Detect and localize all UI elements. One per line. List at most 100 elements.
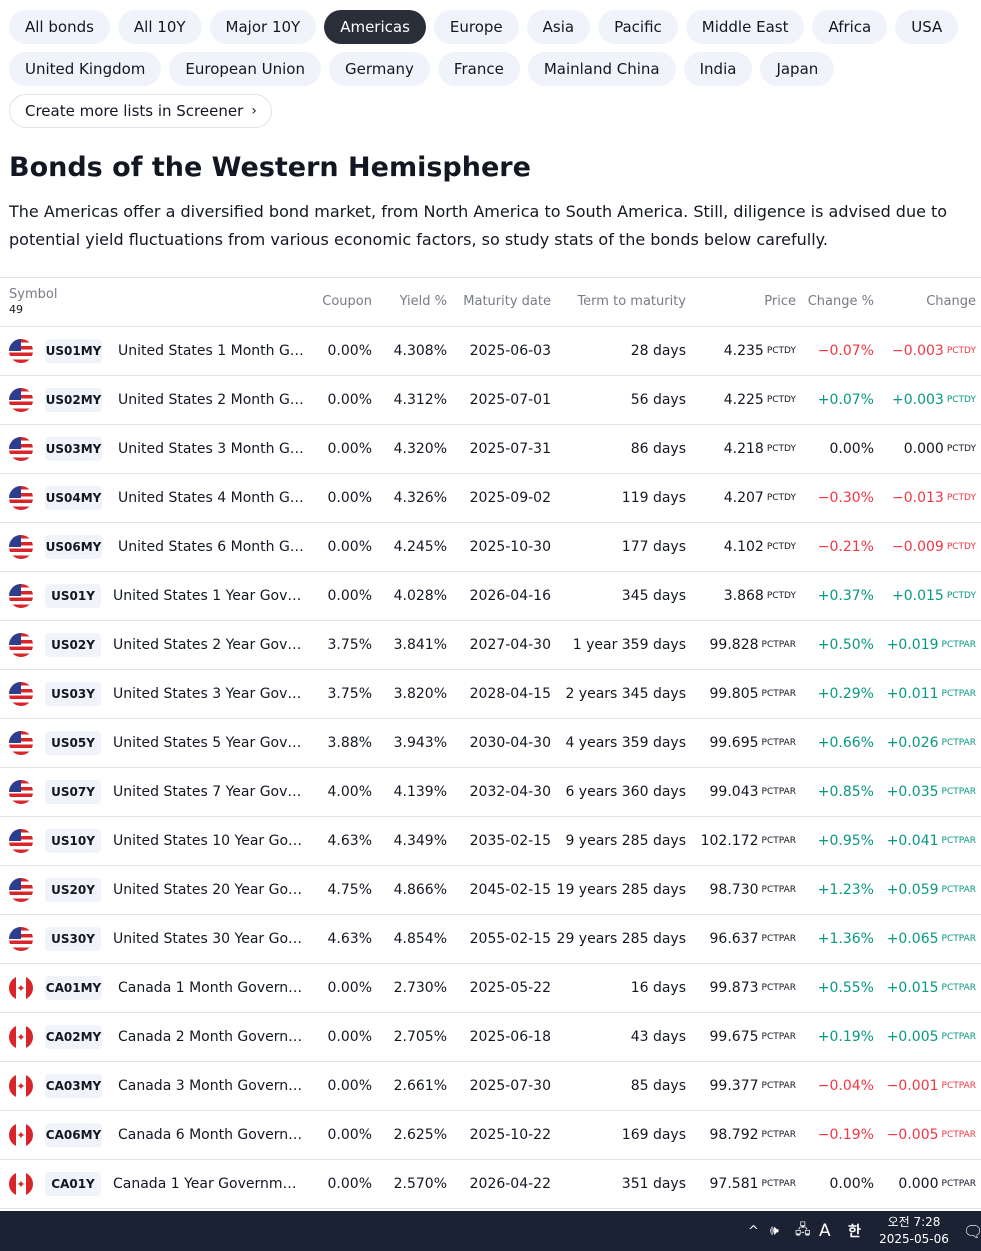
change-value: +0.005 bbox=[886, 1029, 939, 1045]
ime-mode-label[interactable]: A bbox=[819, 1221, 831, 1241]
ticker-badge[interactable]: US04MY bbox=[45, 486, 102, 510]
table-row[interactable]: CA01MY Canada 1 Month Governmen... 0.00% 2.… bbox=[0, 964, 981, 1013]
bond-name[interactable]: United States 1 Month Gove... bbox=[118, 343, 308, 359]
tab-france[interactable]: France bbox=[437, 52, 520, 86]
table-row[interactable]: CA02MY Canada 2 Month Governmen... 0.00% 2.… bbox=[0, 1013, 981, 1062]
tab-european-union[interactable]: European Union bbox=[169, 52, 321, 86]
tab-pacific[interactable]: Pacific bbox=[598, 10, 678, 44]
bond-name[interactable]: United States 3 Month Gove... bbox=[118, 441, 308, 457]
ticker-badge[interactable]: CA02MY bbox=[45, 1025, 102, 1049]
table-row[interactable]: US10Y United States 10 Year Gover... 4.63%… bbox=[0, 817, 981, 866]
table-row[interactable]: CA01Y Canada 1 Year Government ... 0.00% 2.… bbox=[0, 1160, 981, 1209]
coupon-cell: 0.00% bbox=[327, 588, 372, 604]
ticker-badge[interactable]: US10Y bbox=[45, 829, 101, 853]
ticker-badge[interactable]: US02MY bbox=[45, 388, 102, 412]
ticker-badge[interactable]: US01MY bbox=[45, 339, 102, 363]
tab-germany[interactable]: Germany bbox=[328, 52, 430, 86]
table-row[interactable]: US03Y United States 3 Year Govern... 3.75%… bbox=[0, 670, 981, 719]
column-header-maturity[interactable]: Maturity date bbox=[463, 294, 551, 309]
column-header-symbol[interactable]: Symbol 49 bbox=[9, 287, 57, 316]
ticker-badge[interactable]: US03Y bbox=[45, 682, 101, 706]
price-value: 99.805 bbox=[709, 686, 759, 702]
ticker-badge[interactable]: US06MY bbox=[45, 535, 102, 559]
table-row[interactable]: US03MY United States 3 Month Gove... 0.00%… bbox=[0, 425, 981, 474]
column-header-change[interactable]: Change bbox=[926, 294, 976, 309]
bond-name[interactable]: United States 1 Year Govern... bbox=[113, 588, 303, 604]
ticker-badge[interactable]: US05Y bbox=[45, 731, 101, 755]
ticker-badge[interactable]: US07Y bbox=[45, 780, 101, 804]
table-row[interactable]: US02Y United States 2 Year Govern... 3.75%… bbox=[0, 621, 981, 670]
network-icon[interactable]: 🖧 bbox=[795, 1222, 811, 1238]
bond-name[interactable]: Canada 1 Month Governmen... bbox=[118, 980, 308, 996]
tab-americas[interactable]: Americas bbox=[324, 10, 426, 44]
windows-taskbar: ^ 🕪 🖧 A 한 오전 7:28 2025-05-06 🗨 bbox=[0, 1211, 981, 1251]
tab-all-10y[interactable]: All 10Y bbox=[117, 10, 202, 44]
ticker-badge[interactable]: US03MY bbox=[45, 437, 102, 461]
bond-name[interactable]: United States 10 Year Gover... bbox=[113, 833, 303, 849]
table-row[interactable]: US06MY United States 6 Month Gove... 0.00%… bbox=[0, 523, 981, 572]
change-unit: PCTDY bbox=[946, 346, 976, 356]
taskbar-clock[interactable]: 오전 7:28 2025-05-06 bbox=[876, 1214, 952, 1248]
tab-middle-east[interactable]: Middle East bbox=[685, 10, 805, 44]
change-value: −0.005 bbox=[886, 1127, 939, 1143]
bond-name[interactable]: United States 2 Year Govern... bbox=[113, 637, 303, 653]
table-row[interactable]: US20Y United States 20 Year Gover... 4.75%… bbox=[0, 866, 981, 915]
table-row[interactable]: US30Y United States 30 Year Gover... 4.63%… bbox=[0, 915, 981, 964]
bond-name[interactable]: Canada 6 Month Governmen... bbox=[118, 1127, 308, 1143]
ticker-badge[interactable]: US01Y bbox=[45, 584, 101, 608]
table-row[interactable]: CA06MY Canada 6 Month Governmen... 0.00% 2.… bbox=[0, 1111, 981, 1160]
table-row[interactable]: US02MY United States 2 Month Gove... 0.00%… bbox=[0, 376, 981, 425]
table-row[interactable]: US07Y United States 7 Year Govern... 4.00%… bbox=[0, 768, 981, 817]
ticker-badge[interactable]: US30Y bbox=[45, 927, 101, 951]
column-header-change-pct[interactable]: Change % bbox=[807, 294, 874, 309]
ticker-badge[interactable]: US02Y bbox=[45, 633, 101, 657]
tab-major-10y[interactable]: Major 10Y bbox=[209, 10, 317, 44]
bond-name[interactable]: United States 6 Month Gove... bbox=[118, 539, 308, 555]
tab-all-bonds[interactable]: All bonds bbox=[9, 10, 110, 44]
tab-united-kingdom[interactable]: United Kingdom bbox=[9, 52, 162, 86]
tab-asia[interactable]: Asia bbox=[526, 10, 591, 44]
chevron-up-icon[interactable]: ^ bbox=[748, 1223, 759, 1239]
bond-name[interactable]: United States 7 Year Govern... bbox=[113, 784, 303, 800]
notification-icon[interactable]: 🗨 bbox=[963, 1221, 981, 1241]
bond-name[interactable]: United States 30 Year Gover... bbox=[113, 931, 303, 947]
price-value: 99.377 bbox=[709, 1078, 759, 1094]
screener-link-button[interactable]: Create more lists in Screener › bbox=[9, 94, 272, 128]
tab-europe[interactable]: Europe bbox=[433, 10, 519, 44]
price-cell: 4.235 PCTDY bbox=[690, 327, 796, 375]
column-header-price[interactable]: Price bbox=[764, 294, 796, 309]
ticker-badge[interactable]: CA01Y bbox=[45, 1172, 101, 1196]
tab-japan[interactable]: Japan bbox=[760, 52, 835, 86]
ime-korean-label[interactable]: 한 bbox=[848, 1224, 861, 1240]
table-row[interactable]: US01Y United States 1 Year Govern... 0.00%… bbox=[0, 572, 981, 621]
bond-name-cell: United States 3 Month Gove... bbox=[118, 425, 308, 473]
us-flag-icon bbox=[9, 437, 33, 461]
bond-name[interactable]: United States 20 Year Gover... bbox=[113, 882, 303, 898]
table-row[interactable]: CA03MY Canada 3 Month Governmen... 0.00% 2.… bbox=[0, 1062, 981, 1111]
table-row[interactable]: US05Y United States 5 Year Govern... 3.88%… bbox=[0, 719, 981, 768]
table-row[interactable]: US04MY United States 4 Month Gove... 0.00%… bbox=[0, 474, 981, 523]
column-header-term[interactable]: Term to maturity bbox=[577, 294, 686, 309]
column-header-coupon[interactable]: Coupon bbox=[322, 294, 372, 309]
bond-name[interactable]: United States 4 Month Gove... bbox=[118, 490, 308, 506]
ticker-badge[interactable]: CA03MY bbox=[45, 1074, 102, 1098]
table-row[interactable]: US01MY United States 1 Month Gove... 0.00%… bbox=[0, 327, 981, 376]
ticker-badge[interactable]: CA01MY bbox=[45, 976, 102, 1000]
flag-cell bbox=[9, 964, 33, 1012]
ticker-badge[interactable]: US20Y bbox=[45, 878, 101, 902]
volume-icon[interactable]: 🕪 bbox=[770, 1223, 779, 1239]
change-value: +0.059 bbox=[886, 882, 939, 898]
column-header-yield[interactable]: Yield % bbox=[399, 294, 447, 309]
bond-name[interactable]: United States 3 Year Govern... bbox=[113, 686, 303, 702]
bond-name[interactable]: Canada 2 Month Governmen... bbox=[118, 1029, 308, 1045]
ticker-badge[interactable]: CA06MY bbox=[45, 1123, 102, 1147]
bond-name[interactable]: Canada 3 Month Governmen... bbox=[118, 1078, 308, 1094]
coupon-cell: 3.75% bbox=[327, 686, 372, 702]
tab-india[interactable]: India bbox=[683, 52, 753, 86]
tab-mainland-china[interactable]: Mainland China bbox=[527, 52, 676, 86]
tab-africa[interactable]: Africa bbox=[812, 10, 888, 44]
tab-usa[interactable]: USA bbox=[895, 10, 959, 44]
bond-name[interactable]: United States 5 Year Govern... bbox=[113, 735, 303, 751]
bond-name[interactable]: United States 2 Month Gove... bbox=[118, 392, 308, 408]
bond-name[interactable]: Canada 1 Year Government ... bbox=[113, 1176, 303, 1192]
